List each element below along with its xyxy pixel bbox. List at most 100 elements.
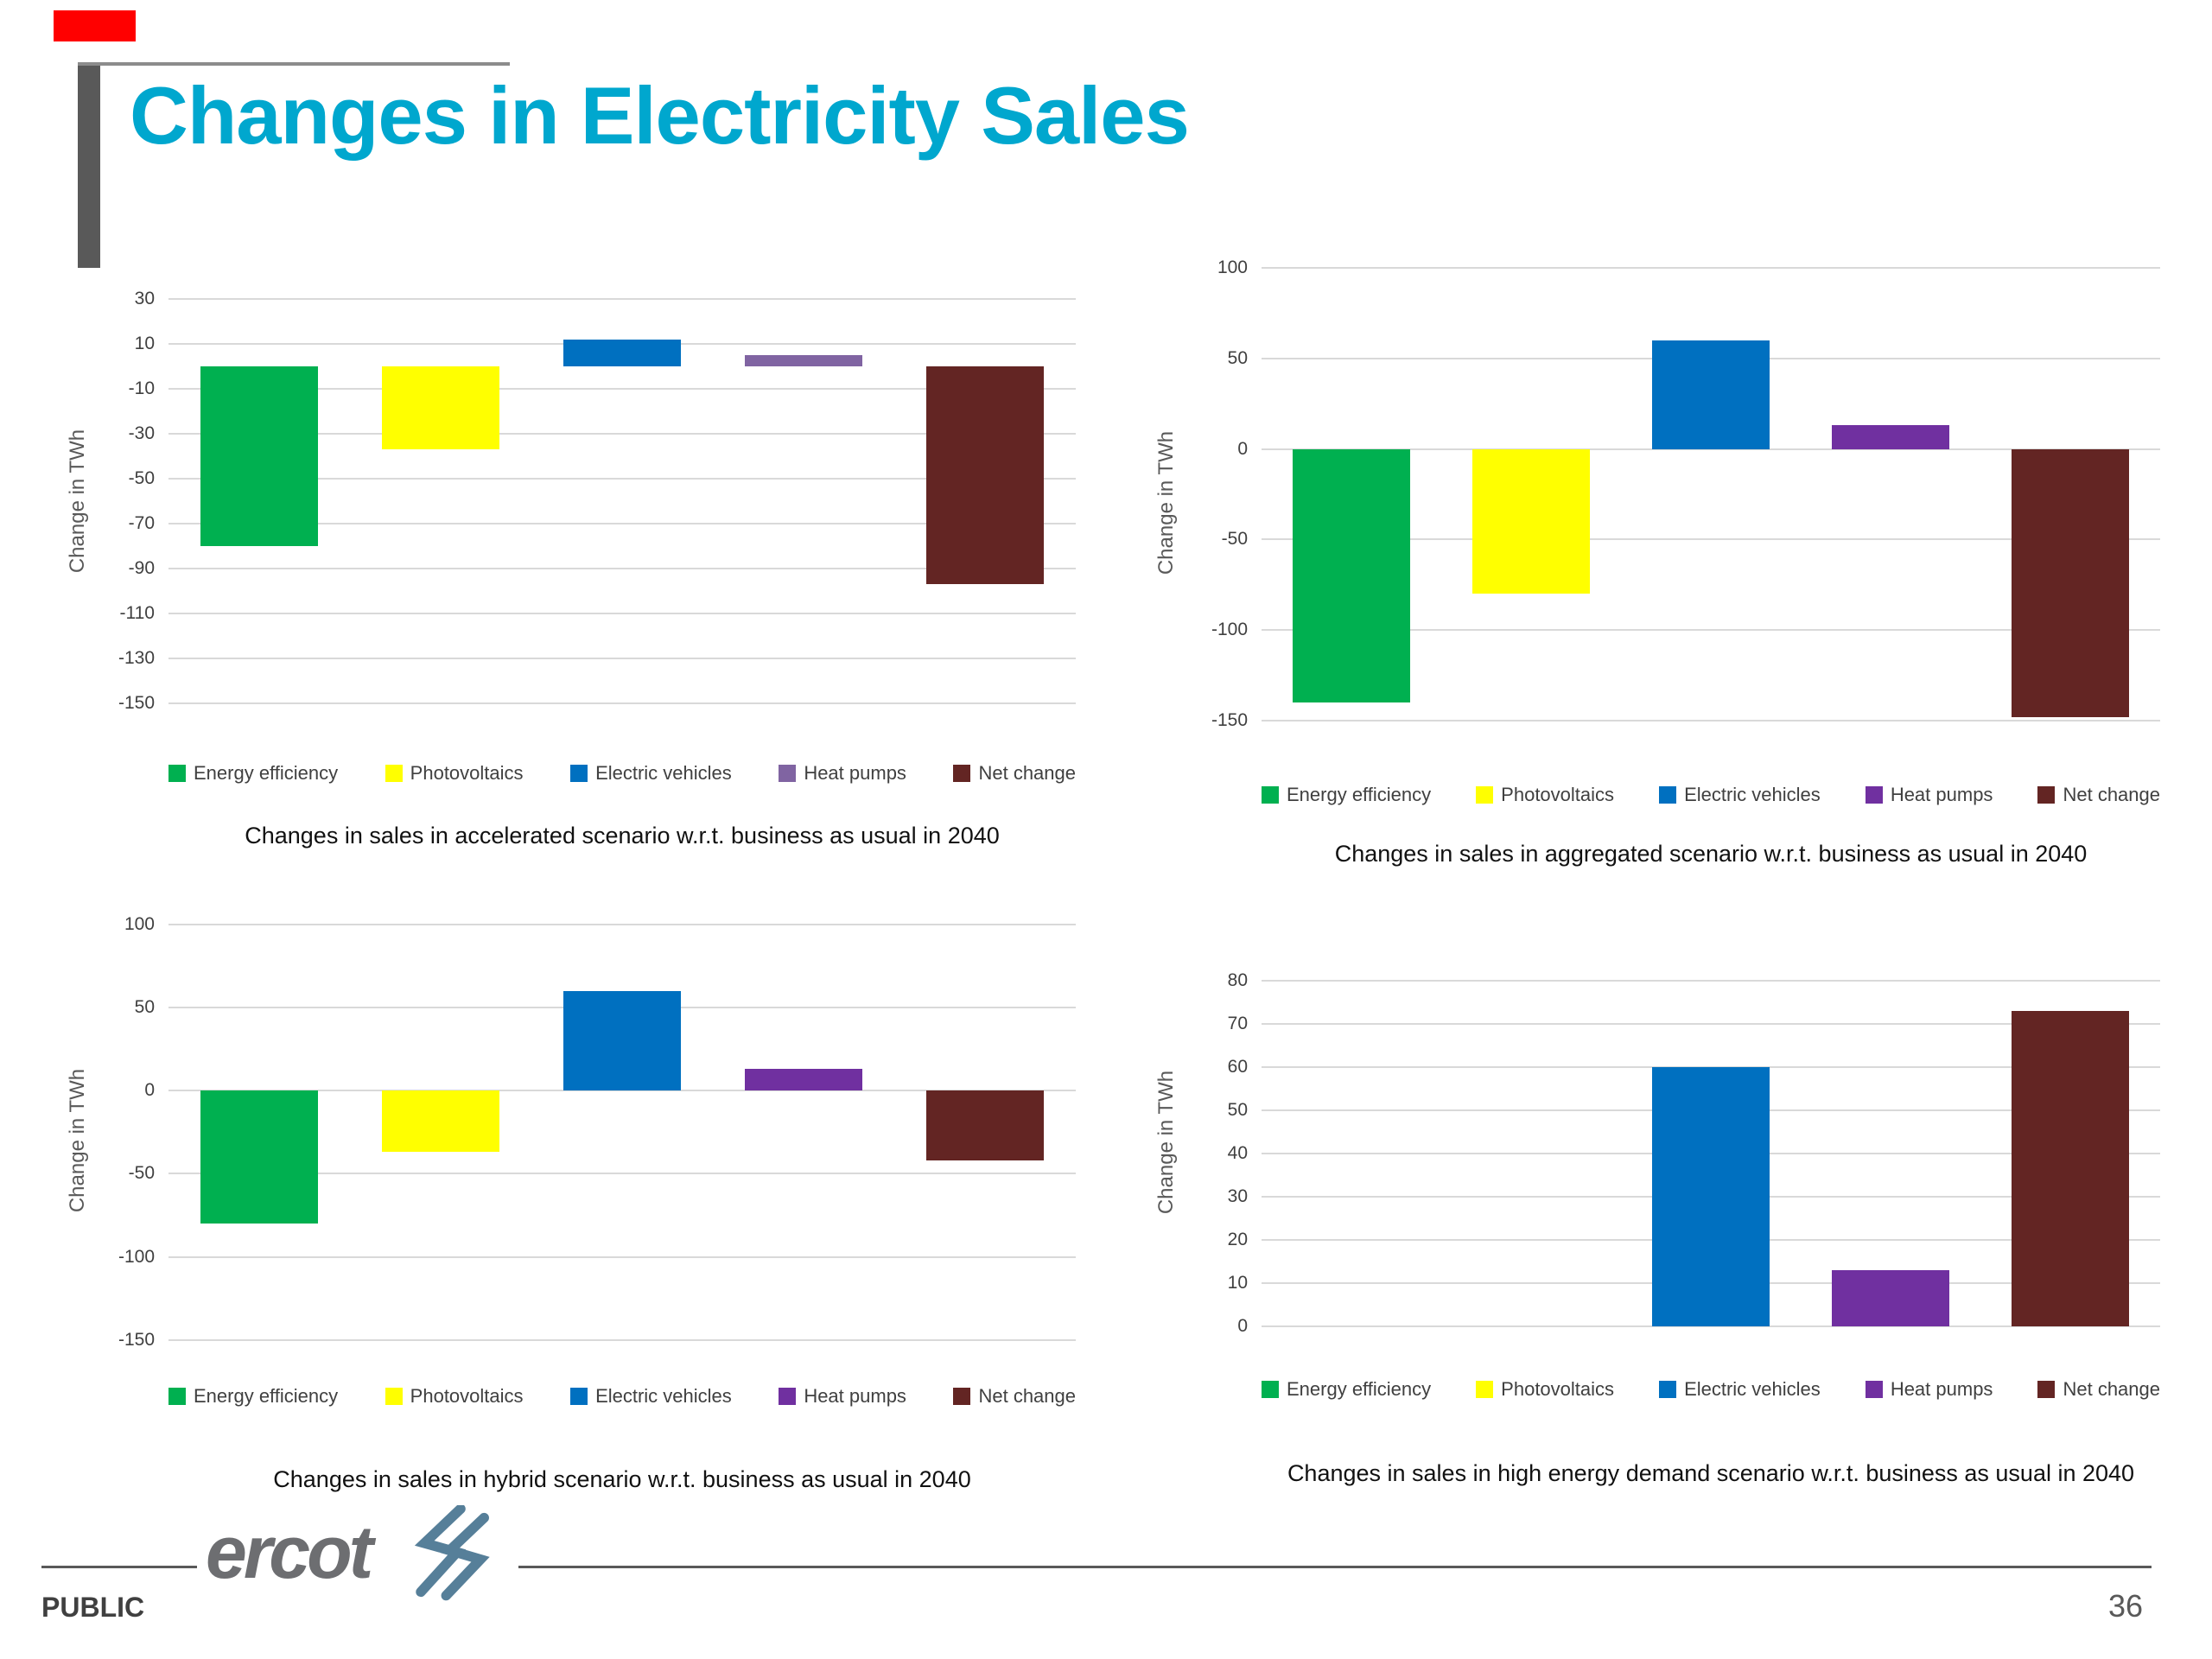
gridline: [168, 478, 1076, 480]
legend-swatch-icon: [779, 1388, 797, 1405]
gridline: [168, 1338, 1076, 1341]
classification-label: PUBLIC: [41, 1592, 145, 1623]
legend-item-photovoltaics: Photovoltaics: [385, 1385, 524, 1408]
legend-label: Energy efficiency: [194, 1385, 339, 1407]
legend-item-net-change: Net change: [953, 1385, 1076, 1408]
legend-swatch-icon: [1262, 786, 1279, 804]
gridline: [1262, 538, 2160, 541]
plot-area: 30 10 -10 -30 -50 -70 -90 -110 -130 -150: [118, 276, 1076, 726]
y-tick-label: -100: [1211, 620, 1248, 640]
y-tick-label: -90: [128, 558, 155, 578]
legend-item-electric-vehicles: Electric vehicles: [570, 1385, 732, 1408]
y-tick-label: 30: [1227, 1186, 1248, 1206]
chart-caption: Changes in sales in high energy demand s…: [1287, 1460, 2135, 1486]
y-tick-label: 10: [1227, 1273, 1248, 1293]
bar-net-change: [925, 366, 1045, 585]
y-tick-label: -50: [128, 1163, 155, 1184]
y-tick-label: -150: [118, 1329, 155, 1350]
legend-swatch-icon: [1476, 786, 1494, 804]
gridline: [1262, 1325, 2160, 1327]
legend-swatch-icon: [953, 765, 971, 782]
legend-label: Net change: [978, 762, 1076, 784]
plot-area: 100 50 0 -50 -100 -150: [1211, 257, 2160, 739]
legend-label: Heat pumps: [1890, 1378, 1993, 1400]
gridline: [1262, 448, 2160, 450]
legend-item-heat-pumps: Heat pumps: [779, 762, 906, 785]
gridline: [168, 1173, 1076, 1175]
legend-swatch-icon: [1659, 1381, 1677, 1398]
legend-swatch-icon: [168, 1388, 186, 1405]
legend-item-energy-efficiency: Energy efficiency: [1262, 1378, 1431, 1401]
legend-swatch-icon: [385, 765, 403, 782]
legend-swatch-icon: [570, 1388, 588, 1405]
y-axis-title: Change in TWh: [66, 1068, 89, 1213]
y-tick-label: 0: [144, 1080, 155, 1101]
y-tick-label: 50: [1227, 347, 1248, 368]
bar-heat-pumps: [1832, 425, 1949, 449]
y-tick-label: -70: [128, 513, 155, 533]
gridline: [168, 568, 1076, 569]
bar-electric-vehicles: [563, 990, 682, 1091]
bar-energy-efficiency: [1293, 448, 1410, 703]
y-tick-label: 40: [1227, 1143, 1248, 1163]
y-tick-label: 50: [134, 997, 155, 1018]
chart-caption: Changes in sales in aggregated scenario …: [1334, 841, 2088, 867]
legend-item-photovoltaics: Photovoltaics: [1476, 1378, 1614, 1401]
footer-divider-right: [518, 1566, 2152, 1568]
y-axis-title: Change in TWh: [1154, 430, 1178, 575]
legend-item-net-change: Net change: [2037, 784, 2160, 806]
y-tick-label: 80: [1227, 970, 1248, 990]
legend-swatch-icon: [1659, 786, 1677, 804]
bar-photovoltaics: [381, 1090, 500, 1153]
gridline: [168, 1255, 1076, 1258]
chart-high-energy-demand-scenario: Change in TWh 80 70 60 50 40 30 20 10 0 Energy e…: [1132, 942, 2195, 1573]
ercot-logo: ercot: [206, 1511, 373, 1594]
gridline: [1262, 980, 2160, 982]
gridline: [168, 924, 1076, 925]
legend-label: Photovoltaics: [410, 762, 524, 784]
title-accent-bar: [78, 62, 100, 268]
legend-label: Energy efficiency: [194, 762, 339, 784]
gridline: [168, 388, 1076, 390]
y-axis-title: Change in TWh: [1154, 1070, 1178, 1215]
bar-heat-pumps: [744, 1069, 863, 1091]
legend-label: Heat pumps: [804, 1385, 906, 1407]
legend-swatch-icon: [1865, 786, 1883, 804]
legend-item-net-change: Net change: [2037, 1378, 2160, 1401]
red-corner-flag: [54, 10, 136, 41]
legend-swatch-icon: [2037, 1381, 2056, 1398]
y-tick-label: 60: [1227, 1057, 1248, 1077]
y-tick-label: 0: [1237, 1316, 1248, 1336]
legend-item-energy-efficiency: Energy efficiency: [168, 762, 338, 785]
bar-electric-vehicles: [1652, 340, 1770, 449]
gridline: [1262, 1023, 2160, 1025]
chart-accelerated-scenario: Change in TWh 30 10 -10 -30 -50 -70 -90 -110 -13…: [52, 259, 1115, 925]
y-tick-label: -150: [1211, 710, 1248, 731]
gridline: [1262, 720, 2160, 722]
legend-item-heat-pumps: Heat pumps: [1865, 784, 1993, 806]
y-tick-label: -130: [118, 648, 155, 668]
gridline: [168, 613, 1076, 614]
chart-legend: Energy efficiency Photovoltaics Electric v…: [1262, 1378, 2160, 1401]
legend-swatch-icon: [1476, 1381, 1494, 1398]
legend-swatch-icon: [779, 765, 797, 782]
bar-heat-pumps: [744, 355, 863, 366]
bar-net-change: [2012, 1011, 2129, 1326]
y-tick-label: 10: [134, 334, 155, 353]
chart-legend: Energy efficiency Photovoltaics Electric v…: [168, 1385, 1076, 1408]
legend-label: Net change: [2063, 1378, 2160, 1400]
y-tick-label: 100: [1217, 257, 1248, 277]
title-accent-line: [78, 62, 510, 66]
chart-caption: Changes in sales in accelerated scenario…: [245, 823, 1000, 849]
legend-swatch-icon: [168, 765, 186, 782]
legend-item-electric-vehicles: Electric vehicles: [570, 762, 732, 785]
legend-label: Electric vehicles: [1684, 1378, 1821, 1400]
plot-area: 80 70 60 50 40 30 20 10 0: [1228, 959, 2160, 1336]
legend-label: Heat pumps: [1890, 784, 1993, 805]
legend-swatch-icon: [1865, 1381, 1883, 1398]
legend-label: Photovoltaics: [1501, 1378, 1615, 1400]
gridline: [168, 658, 1076, 659]
legend-label: Net change: [2063, 784, 2160, 805]
bar-electric-vehicles: [1652, 1067, 1770, 1326]
y-tick-label: -50: [128, 468, 155, 488]
